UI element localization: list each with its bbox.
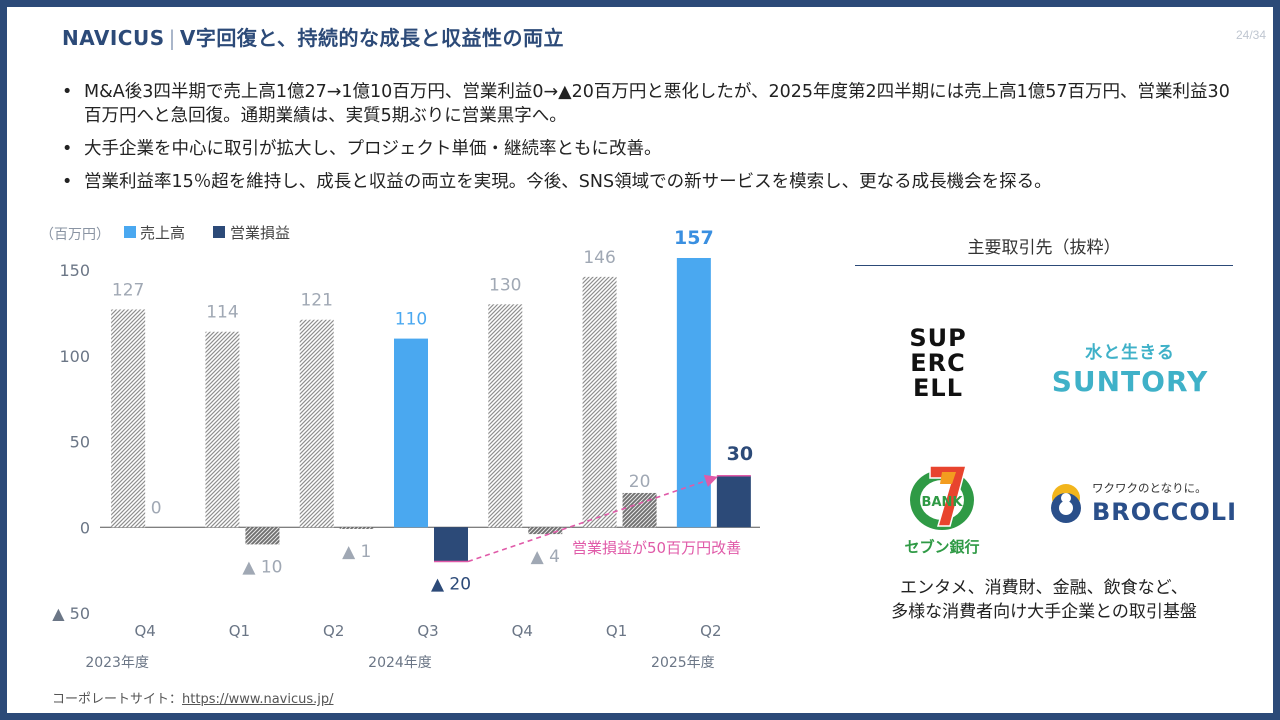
partners-title: 主要取引先（抜粋） bbox=[967, 238, 1121, 258]
profit-data-label: 0 bbox=[151, 498, 162, 518]
bullet-item: 大手企業を中心に取引が拡大し、プロジェクト単価・継続率ともに改善。 bbox=[60, 137, 1230, 161]
suntory-tagline: 水と生きる bbox=[1085, 343, 1175, 363]
profit-data-label: 20 bbox=[629, 472, 651, 492]
revenue-bar bbox=[299, 319, 334, 528]
bullet-item: 営業利益率15％超を維持し、成長と収益の両立を実現。今後、SNS領域での新サービ… bbox=[60, 170, 1230, 194]
suntory-wordmark: SUNTORY bbox=[1051, 365, 1209, 398]
broccoli-tagline: ワクワクのとなりに。 bbox=[1092, 481, 1207, 495]
revenue-bar bbox=[676, 257, 711, 528]
profit-data-label: ▲ 20 bbox=[431, 575, 471, 595]
bullet-item: M&A後3四半期で売上高1億27→1億10百万円、営業利益0→▲20百万円と悪化… bbox=[60, 80, 1230, 128]
revenue-data-label: 114 bbox=[206, 303, 238, 323]
y-tick-label: 100 bbox=[59, 347, 90, 366]
slide-title: V字回復と、持続的な成長と収益性の両立 bbox=[179, 26, 565, 50]
broccoli-wordmark: BROCCOLI bbox=[1092, 498, 1238, 526]
page-number: 24/34 bbox=[1235, 28, 1266, 42]
broccoli-mark-icon bbox=[1051, 484, 1081, 523]
broccoli-logo: ワクワクのとなりに。 BROCCOLI bbox=[1046, 480, 1236, 530]
profit-data-label: 30 bbox=[727, 443, 753, 465]
y-tick-label: 50 bbox=[70, 433, 90, 452]
brand-name: NAVICUS bbox=[62, 26, 165, 50]
partners-description-line: 多様な消費者向け大手企業との取引基盤 bbox=[891, 602, 1197, 622]
header-separator: | bbox=[168, 26, 176, 50]
revenue-bar bbox=[488, 304, 523, 528]
x-year-label: 2025年度 bbox=[651, 655, 715, 671]
profit-bar bbox=[622, 492, 657, 528]
y-axis-unit-label: （百万円） bbox=[40, 227, 110, 243]
suntory-logo: 水と生きる SUNTORY bbox=[1040, 338, 1220, 398]
corporate-site-link[interactable]: https://www.navicus.jp/ bbox=[182, 692, 334, 707]
y-tick-label: 150 bbox=[59, 261, 90, 280]
footer: コーポレートサイト：https://www.navicus.jp/ bbox=[52, 688, 334, 707]
y-tick-label: 0 bbox=[80, 518, 90, 537]
y-tick-label: ▲ 50 bbox=[52, 604, 90, 623]
legend-swatch-profit bbox=[213, 226, 225, 238]
profit-bar bbox=[716, 475, 751, 528]
legend-label-revenue: 売上高 bbox=[140, 224, 185, 242]
partners-divider bbox=[855, 265, 1233, 266]
revenue-data-label: 146 bbox=[583, 248, 615, 268]
partners-description: エンタメ、消費財、金融、飲食など、 多様な消費者向け大手企業との取引基盤 bbox=[855, 576, 1233, 624]
x-category-label: Q3 bbox=[417, 622, 438, 640]
profit-bar bbox=[434, 527, 468, 562]
x-category-label: Q4 bbox=[512, 622, 533, 640]
revenue-bar bbox=[394, 338, 428, 528]
revenue-data-label: 121 bbox=[300, 291, 332, 311]
x-year-label: 2024年度 bbox=[368, 655, 432, 671]
revenue-data-label: 130 bbox=[489, 275, 521, 295]
revenue-bar bbox=[582, 276, 617, 528]
x-category-label: Q4 bbox=[134, 622, 155, 640]
legend-label-profit: 営業損益 bbox=[230, 224, 290, 242]
revenue-data-label: 127 bbox=[112, 280, 144, 300]
summary-bullets: M&A後3四半期で売上高1億27→1億10百万円、営業利益0→▲20百万円と悪化… bbox=[60, 80, 1230, 203]
slide-header: NAVICUS | V字回復と、持続的な成長と収益性の両立 bbox=[62, 22, 564, 51]
supercell-logo-line: SUP bbox=[909, 324, 967, 352]
profit-bar bbox=[339, 527, 374, 529]
profit-data-label: ▲ 1 bbox=[342, 542, 371, 562]
seven-bank-mark-text: BANK bbox=[922, 495, 964, 510]
x-year-label: 2023年度 bbox=[85, 655, 149, 671]
revenue-data-label: 157 bbox=[674, 227, 714, 249]
partners-description-line: エンタメ、消費財、金融、飲食など、 bbox=[900, 578, 1188, 598]
supercell-logo: SUP ERC ELL bbox=[888, 326, 988, 406]
x-category-label: Q2 bbox=[323, 622, 344, 640]
legend-swatch-revenue bbox=[124, 226, 136, 238]
x-category-label: Q1 bbox=[606, 622, 627, 640]
seven-bank-logo: BANK セブン銀行 bbox=[900, 462, 1000, 557]
supercell-logo-line: ERC bbox=[910, 349, 966, 377]
improvement-annotation: 営業損益が50百万円改善 bbox=[572, 539, 741, 557]
x-category-label: Q1 bbox=[229, 622, 250, 640]
profit-bar bbox=[528, 527, 563, 535]
profit-data-label: ▲ 4 bbox=[531, 547, 560, 567]
revenue-bar bbox=[205, 331, 240, 528]
profit-bar bbox=[245, 527, 280, 545]
seven-bank-mark: BANK セブン銀行 bbox=[904, 465, 980, 556]
revenue-data-label: 110 bbox=[395, 310, 427, 330]
improvement-arrow bbox=[467, 474, 718, 563]
revenue-profit-chart: （百万円） 売上高 営業損益 150 100 50 0 ▲ 50 127 0 Q4 114 ▲ 10 Q1… bbox=[40, 224, 760, 671]
x-category-label: Q2 bbox=[700, 622, 721, 640]
footer-label: コーポレートサイト： bbox=[52, 692, 183, 707]
revenue-bar bbox=[111, 309, 146, 528]
profit-data-label: ▲ 10 bbox=[242, 557, 282, 577]
supercell-logo-line: ELL bbox=[913, 374, 963, 402]
seven-bank-wordmark: セブン銀行 bbox=[904, 538, 979, 556]
